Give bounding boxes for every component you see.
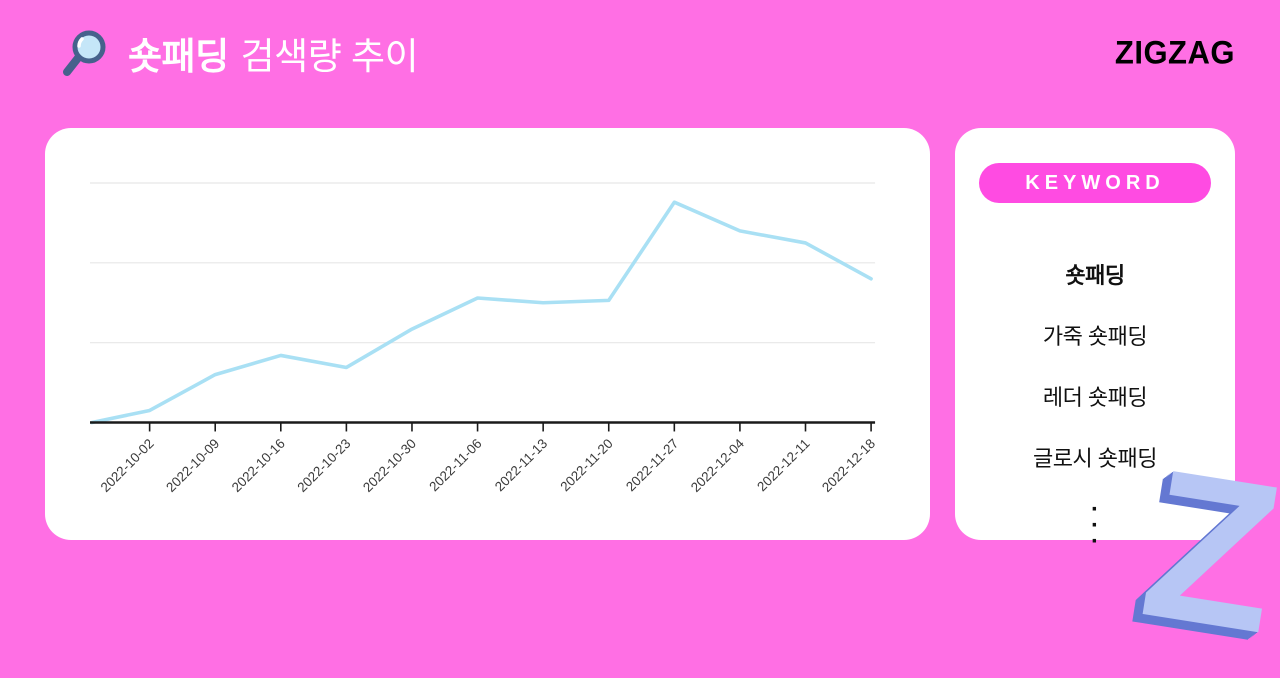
keyword-badge: KEYWORD bbox=[979, 163, 1211, 203]
svg-text:2022-12-18: 2022-12-18 bbox=[819, 436, 878, 495]
svg-text:2022-12-11: 2022-12-11 bbox=[754, 436, 812, 494]
svg-text:2022-12-04: 2022-12-04 bbox=[688, 436, 747, 495]
keyword-panel: KEYWORD 숏패딩 가죽 숏패딩 레더 숏패딩 글로시 숏패딩 · · · bbox=[955, 128, 1235, 554]
header: 숏패딩 검색량 추이 ZIGZAG bbox=[58, 26, 1235, 80]
svg-text:2022-10-16: 2022-10-16 bbox=[229, 436, 288, 495]
svg-text:2022-11-27: 2022-11-27 bbox=[623, 436, 681, 494]
svg-text:2022-10-02: 2022-10-02 bbox=[98, 436, 157, 495]
ellipsis-dot: · bbox=[1091, 496, 1099, 523]
svg-text:2022-11-06: 2022-11-06 bbox=[426, 436, 484, 494]
svg-text:2022-10-30: 2022-10-30 bbox=[360, 436, 419, 495]
trend-chart-svg: 2022-10-02 2022-10-09 2022-10-16 2022-10-23… bbox=[90, 182, 878, 495]
trend-chart: 2022-10-02 2022-10-09 2022-10-16 2022-10-23… bbox=[90, 166, 885, 529]
ellipsis-dots: · · · bbox=[955, 496, 1235, 555]
svg-text:2022-10-09: 2022-10-09 bbox=[163, 436, 222, 495]
ellipsis-dot: · bbox=[1091, 512, 1099, 539]
zigzag-logo: ZIGZAG bbox=[1114, 34, 1235, 71]
page-title: 숏패딩 검색량 추이 bbox=[128, 26, 419, 80]
svg-text:2022-11-20: 2022-11-20 bbox=[557, 436, 615, 494]
svg-text:2022-11-13: 2022-11-13 bbox=[492, 436, 550, 494]
svg-text:2022-10-23: 2022-10-23 bbox=[294, 436, 353, 495]
keyword-list: 숏패딩 가죽 숏패딩 레더 숏패딩 글로시 숏패딩 bbox=[955, 258, 1235, 473]
keyword-item: 글로시 숏패딩 bbox=[1032, 446, 1158, 471]
keyword-item: 가죽 숏패딩 bbox=[1042, 324, 1148, 349]
page-title-suffix: 검색량 추이 bbox=[240, 36, 419, 77]
keyword-item: 숏패딩 bbox=[1065, 263, 1125, 288]
ellipsis-dot: · bbox=[1091, 528, 1099, 555]
keyword-item: 레더 숏패딩 bbox=[1042, 385, 1148, 410]
search-trend-card: 2022-10-02 2022-10-09 2022-10-16 2022-10-23… bbox=[45, 128, 930, 540]
magnifier-icon bbox=[63, 30, 106, 76]
page-title-keyword: 숏패딩 bbox=[128, 36, 229, 77]
